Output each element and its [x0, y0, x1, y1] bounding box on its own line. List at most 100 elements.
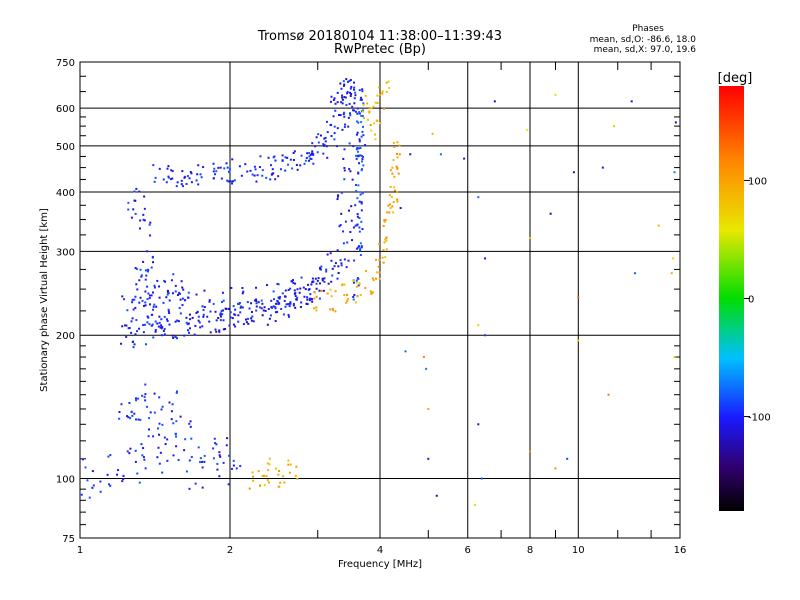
data-point: [344, 220, 347, 223]
data-point: [158, 462, 161, 465]
data-point: [231, 158, 234, 161]
data-point: [354, 224, 357, 227]
data-point: [134, 212, 137, 215]
data-point: [166, 167, 169, 170]
data-point: [358, 89, 361, 92]
data-point: [323, 137, 326, 140]
data-point: [284, 289, 287, 292]
data-point: [144, 383, 147, 386]
data-point: [359, 98, 362, 101]
data-point: [352, 109, 355, 112]
data-point: [345, 78, 348, 81]
data-point: [336, 101, 339, 104]
data-point: [143, 219, 146, 222]
data-point: [333, 125, 336, 128]
data-point: [349, 87, 352, 90]
data-point: [220, 309, 223, 312]
data-point: [263, 484, 266, 487]
data-point: [329, 288, 332, 291]
data-point: [360, 135, 363, 138]
data-point: [376, 101, 379, 104]
data-point: [360, 201, 363, 204]
data-point: [345, 301, 348, 304]
data-point: [362, 104, 365, 107]
data-point: [362, 164, 365, 167]
data-point: [299, 287, 302, 290]
data-point: [179, 298, 182, 301]
data-point: [385, 81, 388, 84]
data-point: [274, 302, 277, 305]
data-point: [360, 220, 363, 223]
data-point: [238, 303, 241, 306]
data-point: [255, 305, 258, 308]
data-point: [368, 111, 371, 114]
data-point: [142, 331, 145, 334]
data-point: [138, 190, 141, 193]
data-point: [131, 298, 134, 301]
data-point: [167, 176, 170, 179]
data-point: [167, 310, 170, 313]
data-point: [361, 88, 364, 91]
data-point: [341, 102, 344, 105]
data-point: [132, 346, 135, 349]
data-point: [277, 283, 280, 286]
data-point: [384, 238, 387, 241]
data-point: [672, 257, 675, 260]
data-point: [263, 306, 266, 309]
data-point: [374, 258, 377, 261]
data-point: [160, 324, 163, 327]
data-point: [493, 100, 496, 103]
data-point: [334, 102, 337, 105]
data-point: [137, 397, 140, 400]
data-point: [253, 165, 256, 168]
data-point: [156, 456, 159, 459]
data-point: [360, 209, 363, 212]
data-point: [147, 292, 150, 295]
data-point: [136, 472, 139, 475]
data-point: [349, 114, 352, 117]
data-point: [221, 291, 224, 294]
data-point: [139, 296, 142, 299]
data-point: [356, 147, 359, 150]
data-point: [171, 292, 174, 295]
data-point: [147, 435, 150, 438]
data-point: [357, 277, 360, 280]
data-point: [370, 292, 373, 295]
data-point: [143, 395, 146, 398]
data-point: [360, 168, 363, 171]
data-point: [312, 162, 315, 165]
data-point: [354, 110, 357, 113]
data-point: [281, 159, 284, 162]
data-point: [322, 144, 325, 147]
data-point: [255, 300, 258, 303]
data-point: [350, 85, 353, 88]
data-point: [146, 298, 149, 301]
data-point: [325, 120, 328, 123]
data-point: [358, 226, 361, 229]
data-point: [311, 277, 314, 280]
data-point: [170, 418, 173, 421]
data-point: [81, 458, 84, 461]
data-point: [383, 108, 386, 111]
data-point: [158, 396, 161, 399]
data-point: [202, 166, 205, 169]
data-point: [91, 486, 94, 489]
data-point: [427, 457, 430, 460]
grid-lines: [80, 62, 680, 538]
data-point: [477, 324, 480, 327]
data-point: [223, 167, 226, 170]
data-point: [177, 320, 180, 323]
data-point: [340, 191, 343, 194]
data-point: [158, 296, 161, 299]
data-point: [140, 275, 143, 278]
data-point: [288, 305, 291, 308]
data-point: [172, 273, 175, 276]
data-point: [350, 205, 353, 208]
y-tick-label: 500: [56, 142, 75, 153]
data-point: [358, 245, 361, 248]
data-point: [144, 393, 147, 396]
data-point: [383, 241, 386, 244]
data-point: [361, 90, 364, 93]
data-point: [353, 86, 356, 89]
data-point: [88, 496, 91, 499]
